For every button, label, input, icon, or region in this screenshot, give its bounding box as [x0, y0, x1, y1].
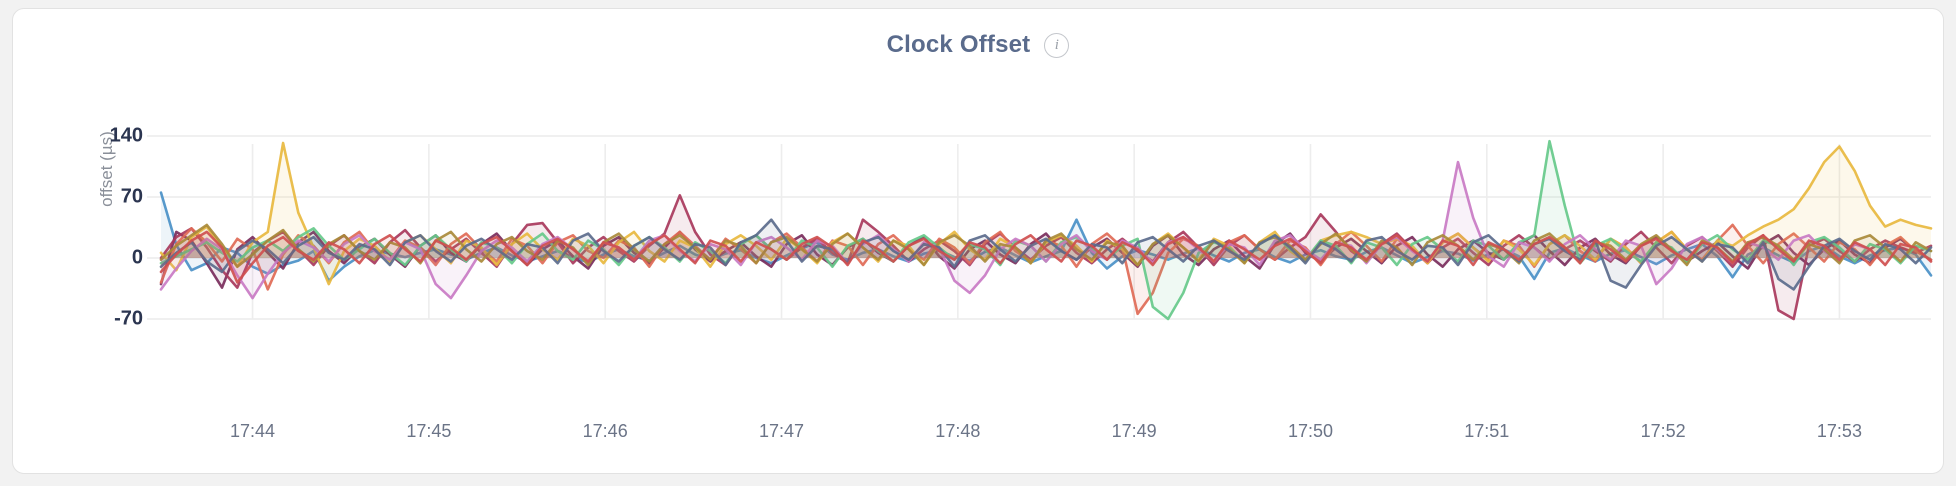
clock-offset-line-chart[interactable] [13, 9, 1945, 475]
clock-offset-chart-card: Clock Offset i offset (µs) 140 70 0 -70 17:… [12, 8, 1944, 474]
y-axis-tick-label: 0 [131, 246, 143, 269]
y-axis-tick-label: -70 [114, 307, 143, 330]
y-axis-ticks: 140 70 0 -70 [33, 9, 143, 473]
page-title: Clock Offset [886, 31, 1031, 58]
x-axis-tick-label: 17:49 [1111, 421, 1157, 441]
x-axis-tick-label: 17:50 [1287, 421, 1333, 441]
info-circle-icon[interactable]: i [1044, 32, 1070, 58]
x-axis-tick-label: 17:44 [230, 421, 276, 441]
chart-plot-area: offset (µs) 140 70 0 -70 17:44 17:45 17:46 17:… [13, 9, 1943, 473]
x-axis-tick-label: 17:47 [758, 421, 805, 441]
x-axis-tick-label: 17:48 [935, 421, 981, 441]
x-axis-tick-label: 17:53 [1816, 421, 1862, 441]
x-axis-tick-label: 17:46 [582, 421, 628, 441]
x-axis-tick-label: 17:45 [406, 421, 452, 441]
y-axis-tick-label: 140 [109, 124, 143, 147]
x-axis-tick-label: 17:52 [1640, 421, 1686, 441]
x-axis-tick-label: 17:51 [1464, 421, 1510, 441]
chart-header: Clock Offset i [13, 31, 1943, 59]
y-axis-tick-label: 70 [120, 185, 143, 208]
x-axis-ticks: 17:44 17:45 17:46 17:47 17:48 17:49 17:50 17:51… [13, 421, 1943, 451]
